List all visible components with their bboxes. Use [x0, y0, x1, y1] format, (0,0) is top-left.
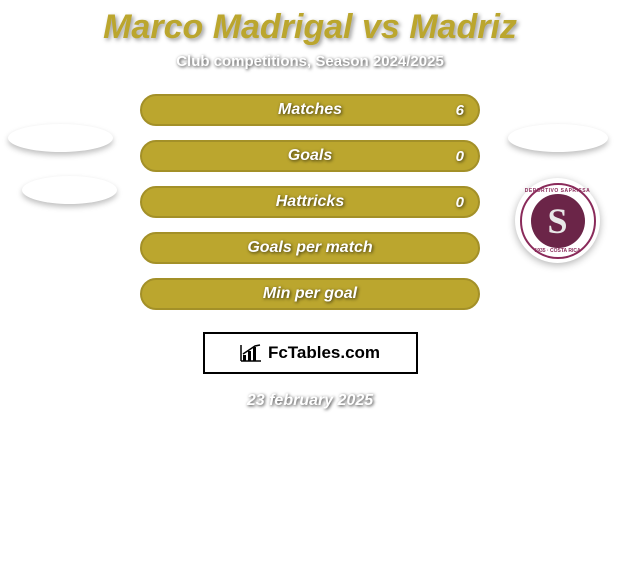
infographic-container: Marco Madrigal vs Madriz Club competitio… — [0, 0, 620, 410]
stat-label: Goals per match — [247, 239, 372, 257]
stat-bar-matches: Matches 6 — [140, 94, 480, 126]
subtitle: Club competitions, Season 2024/2025 — [0, 53, 620, 94]
stat-bar-goals: Goals 0 — [140, 140, 480, 172]
stat-bar-hattricks: Hattricks 0 — [140, 186, 480, 218]
stat-bar-gpm: Goals per match — [140, 232, 480, 264]
stat-label: Hattricks — [276, 193, 344, 211]
footer-brand-box: FcTables.com — [203, 332, 418, 374]
page-title: Marco Madrigal vs Madriz — [0, 0, 620, 53]
stats-area: Matches 6 Goals 0 Hattricks 0 Goals per … — [0, 94, 620, 310]
stat-bar-mpg: Min per goal — [140, 278, 480, 310]
stat-value: 0 — [456, 194, 464, 211]
stat-label: Goals — [288, 147, 332, 165]
stat-value: 0 — [456, 148, 464, 165]
stat-label: Matches — [278, 101, 342, 119]
chart-icon — [240, 344, 262, 362]
stat-bars: Matches 6 Goals 0 Hattricks 0 Goals per … — [140, 94, 480, 310]
footer-brand-text: FcTables.com — [268, 343, 380, 363]
date-text: 23 february 2025 — [0, 392, 620, 410]
stat-label: Min per goal — [263, 285, 357, 303]
stat-value: 6 — [456, 102, 464, 119]
